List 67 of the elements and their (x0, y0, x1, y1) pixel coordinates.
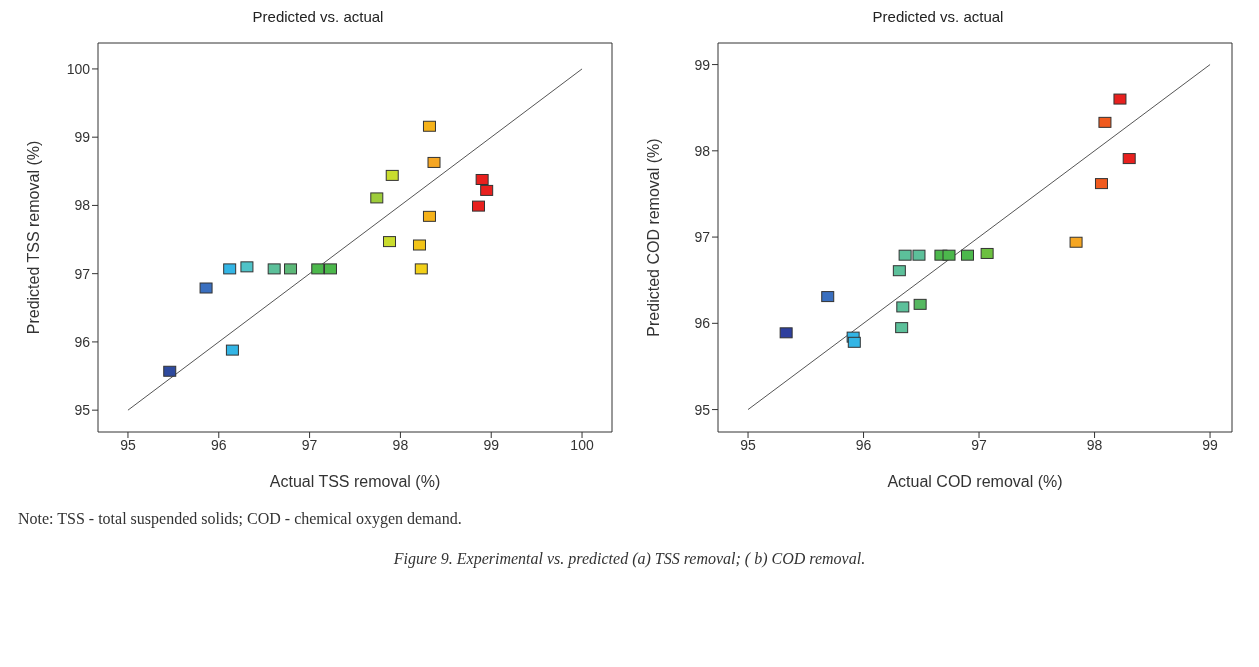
point (480, 184, 494, 196)
point (385, 169, 399, 181)
x-axis-title: Actual COD removal (%) (887, 473, 1063, 490)
point (414, 263, 428, 275)
point (1122, 153, 1136, 165)
x-tick-label: 99 (483, 436, 500, 453)
point (370, 192, 384, 204)
y-axis-title: Predicted TSS removal (%) (24, 140, 42, 335)
y-tick-label: 96 (74, 333, 91, 350)
point (779, 327, 793, 339)
point (422, 120, 436, 132)
point (980, 247, 994, 259)
x-tick-label: 96 (210, 436, 227, 453)
point (913, 298, 927, 310)
caption: Figure 9. Experimental vs. predicted (a) TSS removal; ( b) COD removal. (392, 550, 867, 568)
point (412, 239, 426, 251)
point (898, 249, 912, 261)
x-axis-title: Actual TSS removal (%) (269, 473, 441, 490)
y-tick-label: 97 (694, 229, 711, 246)
x-tick-label: 98 (392, 436, 409, 453)
y-tick-label: 99 (74, 129, 91, 146)
x-tick-label: 100 (570, 436, 594, 453)
point (427, 156, 441, 168)
chart-title: Predicted vs. actual (251, 8, 385, 27)
point (240, 261, 254, 273)
y-tick-label: 99 (694, 56, 711, 73)
point (422, 210, 436, 222)
point (323, 263, 337, 275)
x-tick-label: 99 (1202, 436, 1219, 453)
y-tick-label: 98 (694, 142, 711, 159)
point (1094, 178, 1108, 190)
point (821, 291, 835, 303)
y-tick-label: 95 (694, 401, 711, 418)
x-tick-label: 98 (1086, 436, 1103, 453)
point (896, 301, 910, 313)
x-tick-label: 95 (740, 436, 757, 453)
y-axis-title: Predicted COD removal (%) (644, 138, 662, 337)
y-tick-label: 97 (74, 265, 91, 282)
point (960, 249, 974, 261)
x-tick-label: 97 (301, 436, 318, 453)
y-tick-label: 96 (694, 315, 711, 332)
y-tick-label: 95 (74, 402, 91, 419)
point (383, 236, 397, 248)
point (942, 249, 956, 261)
point (1113, 93, 1127, 105)
point (1069, 236, 1083, 248)
point (475, 173, 489, 185)
point (284, 263, 298, 275)
point (895, 322, 909, 334)
y-tick-label: 98 (74, 197, 91, 214)
point (225, 344, 239, 356)
text: Note: TSS - total suspended solids; COD - chemical oxygen demand. (17, 510, 463, 528)
chart-title: Predicted vs. actual (871, 8, 1005, 27)
point (472, 200, 486, 212)
x-tick-label: 97 (971, 436, 988, 453)
point (1098, 116, 1112, 128)
point (311, 263, 325, 275)
point (912, 249, 926, 261)
point (847, 336, 861, 348)
point (223, 263, 237, 275)
y-tick-label: 100 (66, 60, 91, 77)
point (199, 282, 213, 294)
point (892, 265, 906, 277)
x-tick-label: 95 (120, 436, 136, 453)
x-tick-label: 96 (855, 436, 872, 453)
point (163, 365, 177, 377)
point (267, 263, 281, 275)
